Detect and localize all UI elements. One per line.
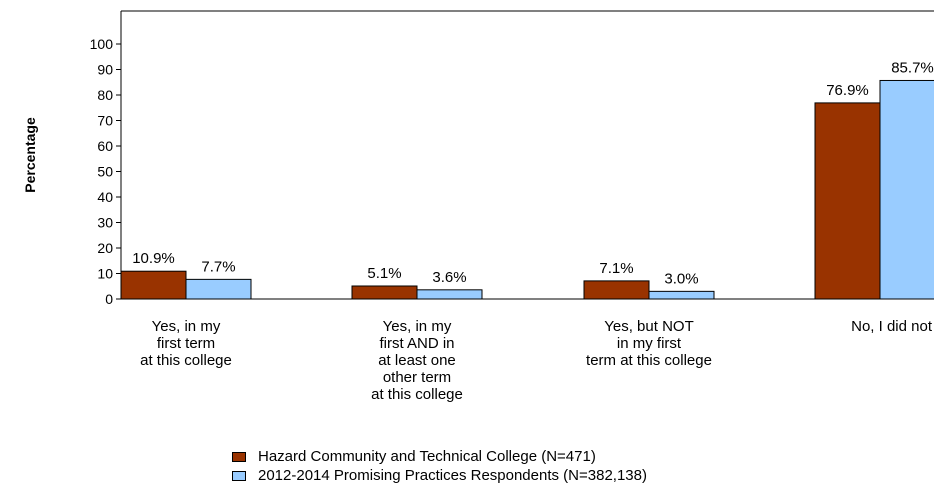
data-label-series1-cat4: 76.9% bbox=[826, 82, 869, 99]
data-label-series2-cat2: 3.6% bbox=[432, 269, 466, 286]
legend-swatch-series-2 bbox=[232, 470, 246, 481]
data-label-series2-cat1: 7.7% bbox=[201, 258, 235, 275]
bar-series1-cat2 bbox=[351, 285, 418, 300]
y-tick-label-20: 20 bbox=[97, 240, 113, 256]
y-axis-label: Percentage bbox=[22, 117, 38, 193]
data-label-series2-cat4: 85.7% bbox=[891, 59, 934, 76]
category-label-2: Yes, in my first AND in at least one oth… bbox=[371, 318, 463, 403]
bar-series2-cat3 bbox=[648, 290, 715, 300]
y-tick-label-10: 10 bbox=[97, 266, 113, 282]
y-tick-label-60: 60 bbox=[97, 138, 113, 154]
data-label-series1-cat3: 7.1% bbox=[599, 260, 633, 277]
y-tick-label-80: 80 bbox=[97, 87, 113, 103]
y-tick-label-100: 100 bbox=[90, 36, 114, 52]
bar-series2-cat2 bbox=[416, 289, 483, 300]
axes: 0 10 20 30 40 50 60 70 80 90 100 bbox=[90, 10, 934, 307]
legend-label-series-1: Hazard Community and Technical College (… bbox=[258, 448, 596, 465]
bar-series2-cat1 bbox=[185, 278, 252, 300]
data-label-series1-cat2: 5.1% bbox=[367, 265, 401, 282]
bars bbox=[120, 79, 934, 300]
legend-swatch-series-1 bbox=[232, 451, 246, 462]
data-label-series1-cat1: 10.9% bbox=[132, 250, 175, 267]
y-tick-label-70: 70 bbox=[97, 113, 113, 129]
y-tick-label-30: 30 bbox=[97, 215, 113, 231]
bar-series1-cat1 bbox=[120, 270, 187, 300]
category-label-4: No, I did not bbox=[851, 318, 932, 335]
bar-series2-cat4 bbox=[879, 79, 934, 300]
category-label-1: Yes, in my first term at this college bbox=[140, 318, 232, 369]
legend: Hazard Community and Technical College (… bbox=[232, 447, 647, 485]
data-labels: 10.9% 5.1% 7.1% 76.9% 7.7% 3.6% 3.0% 85.7% bbox=[132, 59, 934, 287]
y-tick-label-40: 40 bbox=[97, 189, 113, 205]
bar-series1-cat3 bbox=[583, 280, 650, 300]
category-label-3: Yes, but NOT in my first term at this co… bbox=[586, 318, 712, 369]
legend-item-series-1: Hazard Community and Technical College (… bbox=[232, 447, 647, 466]
y-tick-label-50: 50 bbox=[97, 164, 113, 180]
y-tick-label-0: 0 bbox=[105, 291, 113, 307]
y-tick-label-90: 90 bbox=[97, 62, 113, 78]
legend-item-series-2: 2012-2014 Promising Practices Respondent… bbox=[232, 466, 647, 485]
data-label-series2-cat3: 3.0% bbox=[664, 270, 698, 287]
bar-series1-cat4 bbox=[814, 102, 881, 300]
legend-label-series-2: 2012-2014 Promising Practices Respondent… bbox=[258, 467, 647, 484]
